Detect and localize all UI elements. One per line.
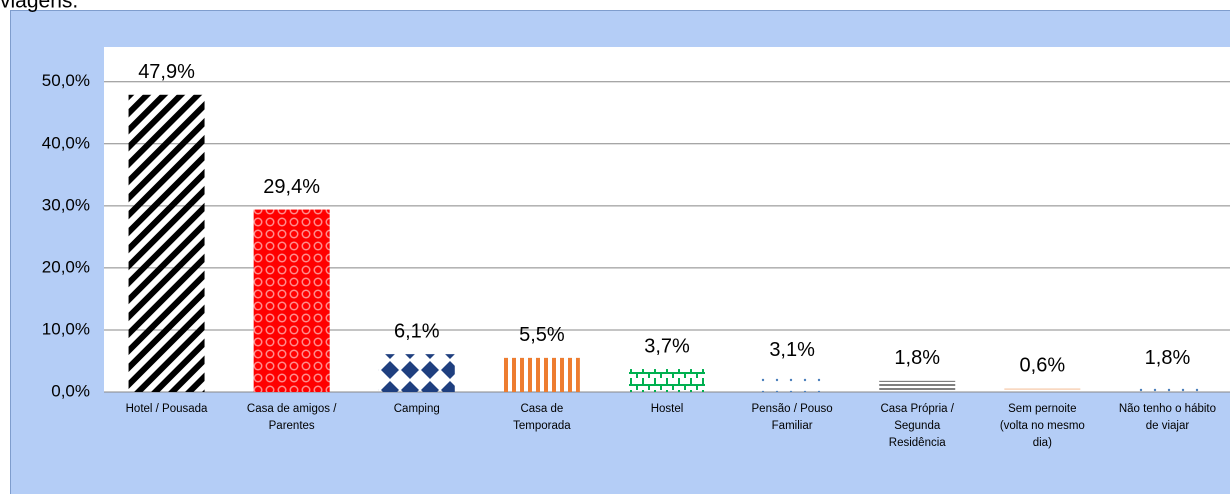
y-tick-label: 10,0% [42, 319, 90, 338]
chart-title: viagens. [0, 0, 78, 13]
bar [378, 354, 455, 392]
bar [128, 94, 205, 392]
x-tick-label: Hostel [650, 403, 684, 415]
y-tick-label: 20,0% [42, 257, 90, 276]
data-label: 3,7% [644, 335, 690, 357]
bar [253, 209, 330, 392]
y-tick-label: 0,0% [51, 381, 90, 400]
data-label: 29,4% [263, 176, 320, 198]
data-label: 3,1% [769, 339, 815, 361]
x-tick-label: Não tenho o hábito de viajar [1118, 403, 1217, 432]
data-label: 1,8% [894, 347, 940, 369]
bar [629, 369, 705, 392]
bar [754, 372, 831, 392]
x-tick-label: Casa de amigos / Parentes [246, 403, 337, 432]
y-tick-label: 50,0% [42, 71, 90, 90]
data-label: 5,5% [519, 324, 565, 346]
x-tick-label: Camping [393, 403, 440, 415]
data-label: 1,8% [1145, 347, 1191, 369]
data-label: 6,1% [394, 320, 440, 342]
x-tick-label: Casa Própria / Segunda Residência [880, 403, 954, 449]
x-tick-label: Pensão / Pouso Familiar [751, 403, 833, 432]
x-tick-label: Hotel / Pousada [125, 403, 208, 415]
x-tick-label: Sem pernoite (volta no mesmo dia) [999, 403, 1085, 449]
y-tick-label: 30,0% [42, 195, 90, 214]
bar [1129, 380, 1206, 392]
bar [879, 380, 956, 392]
data-label: 47,9% [138, 61, 195, 83]
bar [503, 357, 580, 392]
data-label: 0,6% [1020, 355, 1066, 377]
y-tick-label: 40,0% [42, 133, 90, 152]
bar [1004, 388, 1081, 392]
x-tick-label: Casa de Temporada [513, 403, 571, 432]
